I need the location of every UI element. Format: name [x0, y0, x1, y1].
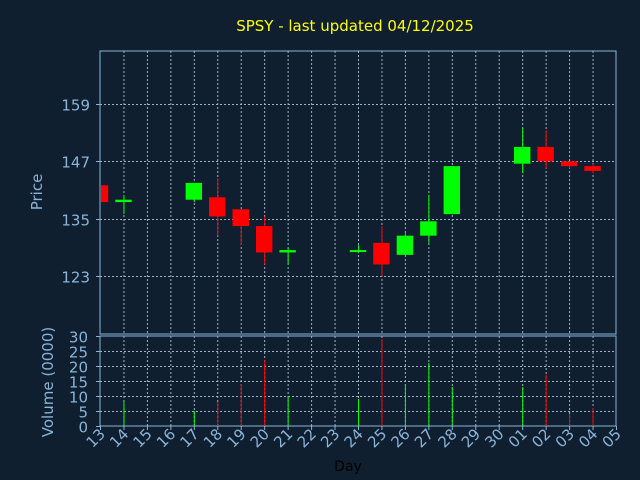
candle-body [349, 250, 367, 253]
candle-body [396, 235, 414, 255]
volume-y-tick-label: 10 [69, 389, 88, 407]
x-tick-label: 04 [575, 425, 601, 451]
x-tick-label: 19 [223, 425, 249, 451]
price-y-tick-label: 159 [61, 97, 90, 115]
candle-body [209, 197, 226, 217]
price-y-tick-label: 147 [61, 154, 90, 172]
volume-y-tick-label: 0 [78, 419, 88, 437]
volume-y-tick-label: 5 [78, 404, 88, 422]
candle-body [584, 166, 601, 171]
chart-title: SPSY - last updated 04/12/2025 [236, 17, 474, 35]
candle-body [443, 166, 461, 215]
candle-body [373, 242, 390, 265]
candle-body [560, 161, 578, 167]
volume-axis-label: Volume (0000) [39, 327, 57, 437]
price-panel: 123 135 147 159 [61, 50, 617, 335]
x-tick-label: 02 [528, 425, 554, 451]
x-tick-label: 05 [599, 425, 625, 451]
volume-y-tick-label: 25 [69, 344, 88, 362]
x-tick-label: 23 [317, 425, 343, 451]
x-tick-label: 24 [341, 425, 367, 451]
candle-body [115, 199, 132, 203]
x-tick-label: 03 [552, 425, 578, 451]
x-tick-label: 30 [481, 425, 507, 451]
candle-body [513, 146, 531, 164]
x-tick-label: 27 [411, 425, 437, 451]
candle-body [537, 146, 554, 162]
x-tick-label: 26 [388, 425, 414, 451]
x-tick-label: 14 [106, 425, 132, 451]
x-tick-label: 20 [247, 425, 273, 451]
volume-y-tick-label: 30 [69, 329, 88, 347]
x-axis: 1314151617181920212223242526272829300102… [83, 425, 625, 451]
x-tick-label: 18 [200, 425, 226, 451]
x-axis-label: Day [334, 459, 362, 475]
candle-body [232, 209, 249, 227]
volume-y-tick-label: 20 [69, 359, 88, 377]
candle-body [420, 221, 437, 236]
x-tick-label: 25 [364, 425, 390, 451]
x-tick-label: 28 [434, 425, 460, 451]
candle-body [279, 250, 296, 253]
x-tick-label: 22 [294, 425, 320, 451]
candle-body [255, 226, 273, 253]
candles-group [101, 127, 601, 277]
x-tick-label: 21 [270, 425, 296, 451]
price-y-tick-label: 135 [61, 212, 90, 230]
x-tick-label: 16 [153, 425, 179, 451]
candle-body [101, 185, 109, 203]
candle-body [185, 182, 203, 200]
x-tick-label: 29 [458, 425, 484, 451]
x-tick-label: 17 [176, 425, 202, 451]
x-tick-label: 15 [130, 425, 156, 451]
price-y-tick-label: 123 [61, 269, 90, 287]
x-tick-label: 01 [505, 425, 531, 451]
volume-y-tick-label: 15 [69, 374, 88, 392]
price-axis-label: Price [28, 174, 46, 211]
